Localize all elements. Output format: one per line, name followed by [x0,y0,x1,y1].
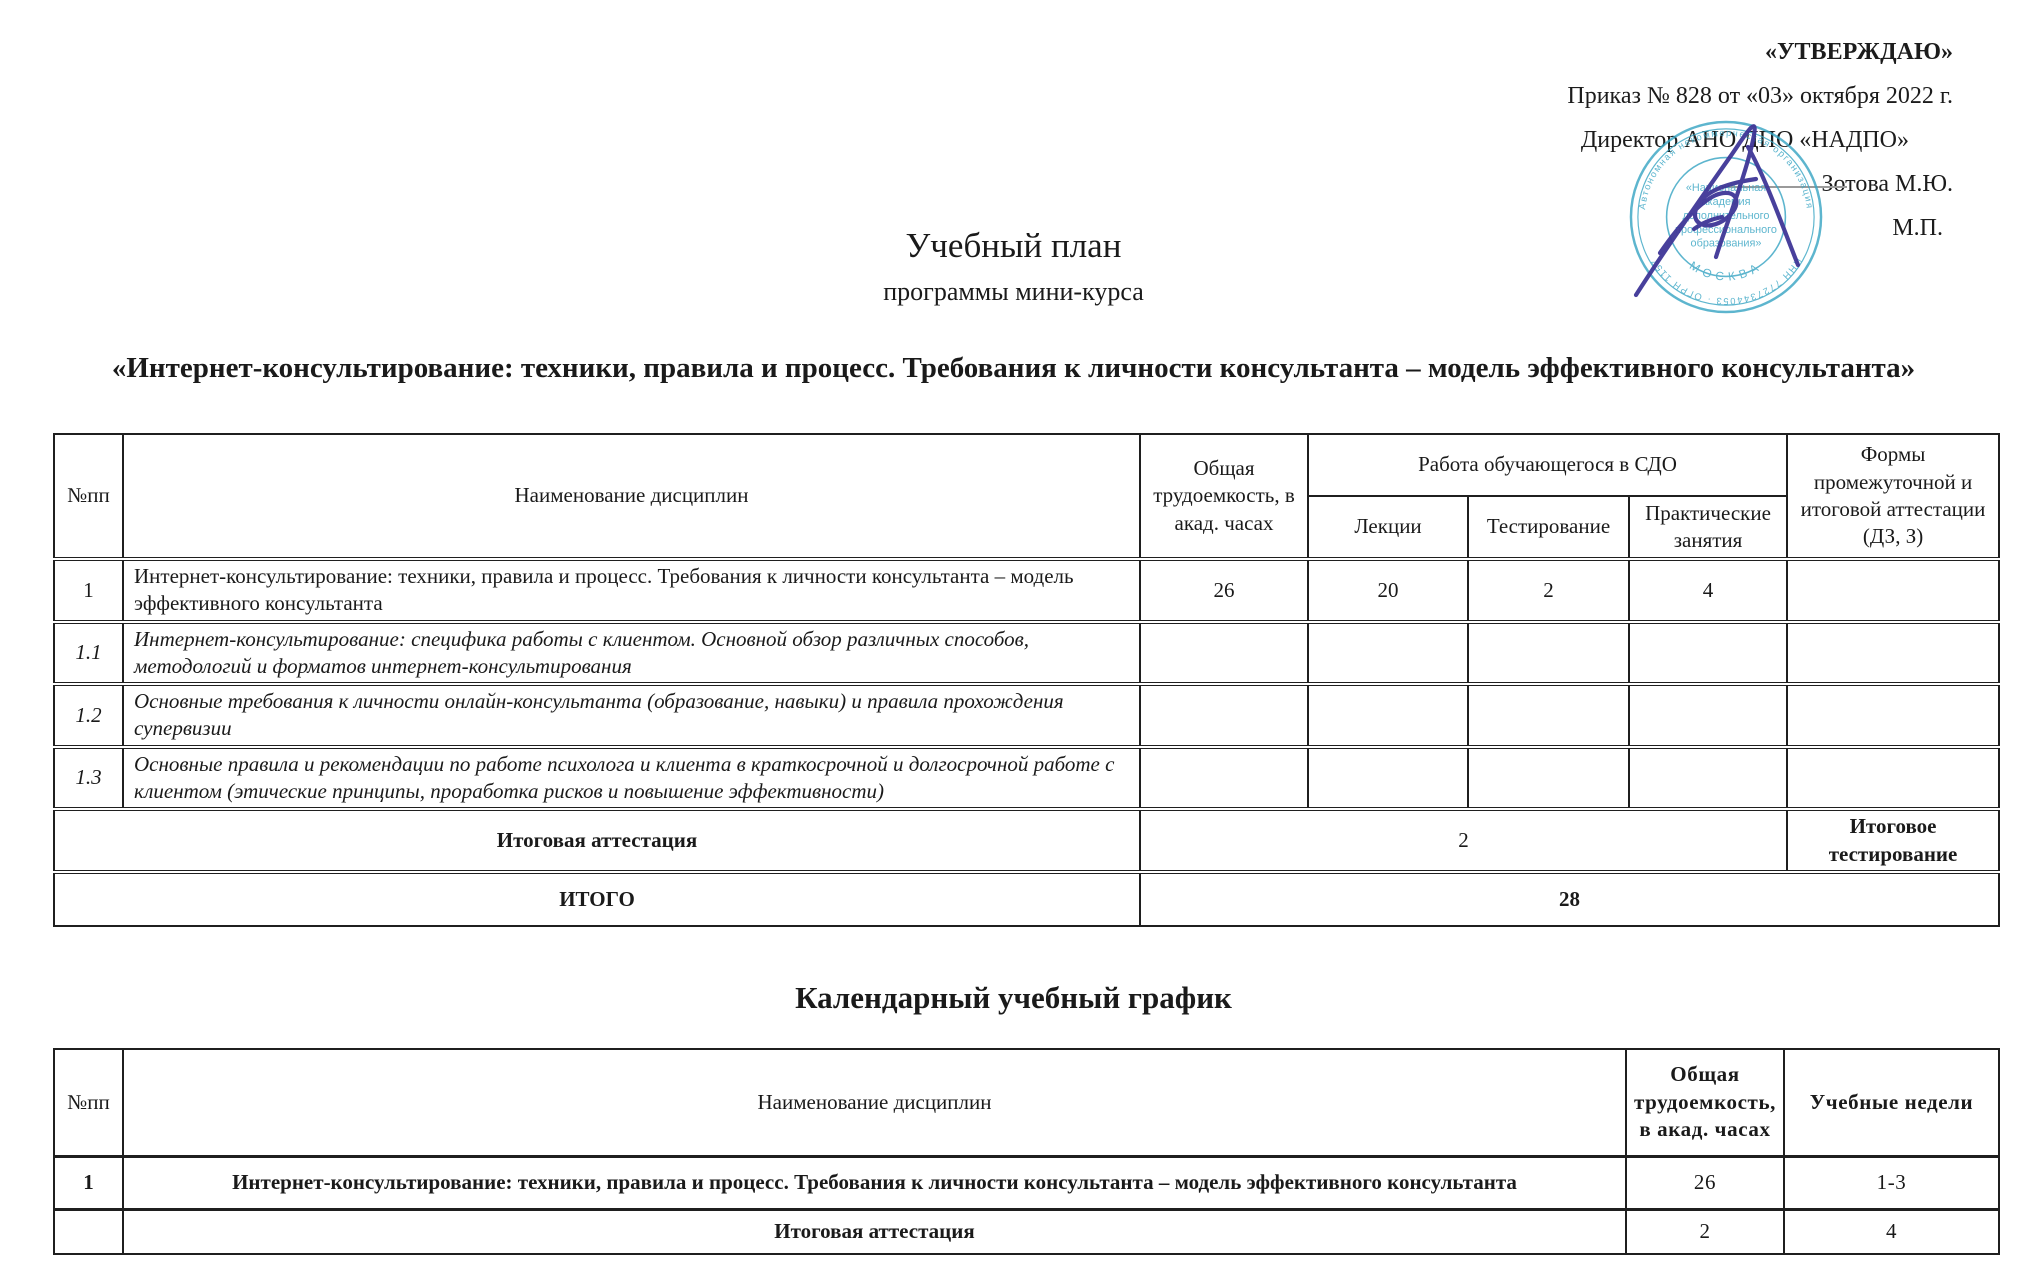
table-row: Итоговая аттестация 2 4 [53,1207,2000,1255]
table-row: 1.2 Основные требования к личности онлай… [53,682,2001,748]
approval-approve-line: «УТВЕРЖДАЮ» [1764,39,1953,65]
page-subtitle: программы мини-курса [883,277,1144,306]
col-header-attestation-forms: Формы промежуточной и итоговой аттестаци… [1786,433,2001,560]
stamp-center-line5: образования» [1691,238,1762,250]
total-row: ИТОГО 28 [53,869,2001,927]
cell-empty [1627,744,1789,811]
cell-discipline-name: Итоговая аттестация [122,1207,1627,1255]
cell-discipline-name: Интернет-консультирование: техники, прав… [122,557,1141,623]
cell-empty [1627,682,1789,748]
cell-lectures: 20 [1307,557,1469,623]
cell-discipline-name: Основные требования к личности онлайн-ко… [122,682,1141,748]
cell-discipline-name: Интернет-консультирование: техники, прав… [122,1154,1627,1210]
col-header-num: №пп [53,1048,124,1157]
approval-seal-mark: М.П. [1892,215,1943,241]
cell-row-num: 1 [53,557,124,623]
cell-empty [1307,682,1469,748]
cell-empty [1786,619,2001,686]
cell-empty [1627,619,1789,686]
col-header-study-weeks: Учебные недели [1783,1048,2000,1157]
cell-total-hours-sum: 28 [1138,869,2001,927]
schedule-table: №пп Наименование дисциплин Общая трудоем… [53,1048,2000,1255]
final-attestation-row: Итоговая аттестация 2 Итоговое тестирова… [53,807,2001,873]
cell-empty [1307,619,1469,686]
col-header-sdo-group: Работа обучающегося в СДО [1306,433,1789,497]
curriculum-table-wrapper: №пп Наименование дисциплин Общая трудоем… [53,433,2001,927]
cell-total-hours: 2 [1625,1207,1785,1255]
course-title: «Интернет-консультирование: техники, пра… [111,352,1916,384]
cell-discipline-name: Основные правила и рекомендации по работ… [122,744,1141,811]
cell-row-num: 1.1 [53,619,124,686]
signature-line [1722,186,1847,188]
cell-total-hours: 26 [1139,557,1309,623]
col-header-lectures: Лекции [1307,495,1469,560]
approval-block: «УТВЕРЖДАЮ» Приказ № 828 от «03» октября… [1193,30,1953,250]
col-header-testing: Тестирование [1467,495,1630,560]
cell-empty [1467,744,1630,811]
schedule-section-title: Календарный учебный график [795,980,1232,1015]
curriculum-table: №пп Наименование дисциплин Общая трудоем… [53,433,2001,927]
table-row: 1 Интернет-консультирование: техники, пр… [53,557,2001,623]
cell-empty [1307,744,1469,811]
approval-director-line: Директор АНО ДПО «НАДПО» [1580,127,1909,153]
cell-empty [1139,682,1309,748]
cell-row-num: 1.2 [53,682,124,748]
cell-total-label: ИТОГО [53,869,1141,927]
col-header-num: №пп [53,433,124,560]
cell-empty [1467,619,1630,686]
table-row: 1 Интернет-консультирование: техники, пр… [53,1154,2000,1210]
cell-row-num-empty [53,1207,124,1255]
cell-empty [1139,619,1309,686]
cell-testing: 2 [1467,557,1630,623]
cell-practice: 4 [1627,557,1789,623]
cell-row-num: 1.3 [53,744,124,811]
cell-empty [1139,744,1309,811]
approval-order-line: Приказ № 828 от «03» октября 2022 г. [1567,83,1953,109]
table-row: 1.3 Основные правила и рекомендации по р… [53,744,2001,811]
cell-total-hours: 26 [1625,1154,1785,1210]
approval-signer-name: Зотова М.Ю. [1821,171,1953,197]
cell-empty [1786,682,2001,748]
cell-row-num: 1 [53,1154,124,1210]
cell-empty [1467,682,1630,748]
cell-final-attestation-form: Итоговое тестирование [1786,807,2001,873]
table-row: 1.1 Интернет-консультирование: специфика… [53,619,2001,686]
round-stamp-seal: Автономная некоммерческая организация ИН… [1629,120,1823,314]
cell-final-attestation-hours: 2 [1138,807,1789,873]
col-header-total-hours: Общая трудоемкость, в акад. часах [1139,433,1309,560]
cell-study-weeks: 4 [1783,1207,2000,1255]
cell-attestation-form-empty [1786,557,2001,623]
cell-final-attestation-label: Итоговая аттестация [53,807,1141,873]
col-header-name: Наименование дисциплин [122,433,1141,560]
page-title: Учебный план [905,226,1122,265]
cell-discipline-name: Интернет-консультирование: специфика раб… [122,619,1141,686]
col-header-practice: Практические занятия [1627,495,1789,560]
schedule-table-wrapper: №пп Наименование дисциплин Общая трудоем… [53,1048,2000,1255]
col-header-total-hours: Общая трудоемкость, в акад. часах [1625,1048,1785,1157]
stamp-center-line2: академия [1702,196,1751,208]
cell-study-weeks: 1-3 [1783,1154,2000,1210]
handwritten-signature [1633,124,1801,298]
cell-empty [1786,744,2001,811]
col-header-name: Наименование дисциплин [122,1048,1627,1157]
